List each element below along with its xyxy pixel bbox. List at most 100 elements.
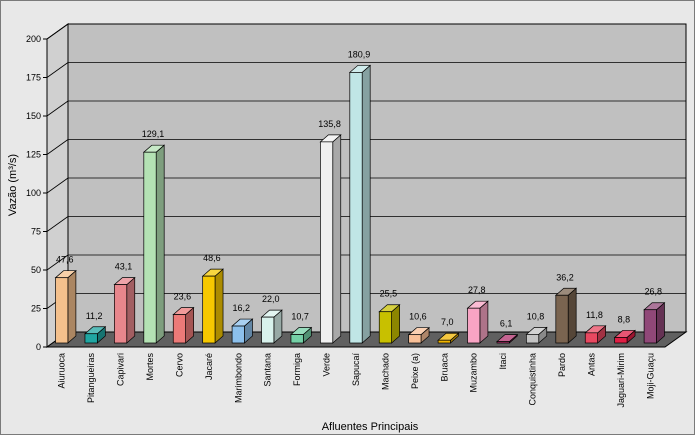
x-tick-label: Itaci <box>498 353 508 370</box>
bar <box>643 301 666 344</box>
x-tick-label: Moji-Guaçu <box>645 353 655 399</box>
bar <box>113 276 136 344</box>
data-label: 27,8 <box>468 285 486 295</box>
bar-front <box>526 334 540 344</box>
bar-side <box>67 269 77 344</box>
bar-side <box>214 268 224 344</box>
bars <box>54 64 666 344</box>
x-tick-label: Marimbondo <box>233 353 243 403</box>
data-label: 23,6 <box>174 292 192 302</box>
y-tick-label: 0 <box>36 342 41 352</box>
bar-front <box>261 316 275 344</box>
bar-side <box>361 64 371 344</box>
bar <box>231 318 254 344</box>
bar <box>496 333 519 344</box>
bar-front <box>84 333 98 344</box>
y-tick-label: 125 <box>26 150 41 160</box>
bar <box>142 144 166 344</box>
bar-front <box>614 337 628 344</box>
gridline-side <box>46 139 69 155</box>
x-tick-label: Mortes <box>145 353 155 381</box>
bar <box>84 325 107 344</box>
bar <box>290 326 313 344</box>
x-axis-title: Afluentes Principais <box>322 421 419 433</box>
data-label: 43,1 <box>115 262 133 272</box>
bar-front <box>290 334 304 344</box>
data-label: 129,1 <box>142 129 165 139</box>
x-tick-label: Formiga <box>292 353 302 386</box>
data-label: 8,8 <box>618 314 631 324</box>
x-tick-label: Machado <box>380 353 390 390</box>
bar <box>466 300 489 344</box>
x-tick-label: Pitangueiras <box>86 353 96 404</box>
x-tick-label: Cervo <box>174 353 184 377</box>
bar-front <box>467 307 481 344</box>
x-tick-label: Capivari <box>116 353 126 386</box>
x-tick-label: Aiuruoca <box>57 353 67 389</box>
gridline-side <box>46 254 69 271</box>
x-tick-label: Muzambo <box>469 353 479 393</box>
data-label: 10,7 <box>291 312 309 322</box>
bar <box>172 306 195 344</box>
data-label: 11,2 <box>86 311 103 321</box>
bar-side <box>126 276 136 344</box>
bar-front <box>143 151 157 344</box>
bar-front <box>349 72 363 344</box>
bar-front <box>172 314 186 344</box>
data-label: 25,5 <box>380 289 398 299</box>
data-label: 7,0 <box>441 317 454 327</box>
data-label: 16,2 <box>233 303 251 313</box>
gridline-side <box>46 23 69 40</box>
bar <box>584 325 607 344</box>
y-tick-label: 25 <box>31 304 41 314</box>
bar <box>437 332 460 344</box>
gridline-side <box>46 216 69 232</box>
data-label: 6,1 <box>500 319 513 329</box>
data-label: 135,8 <box>318 119 341 129</box>
data-label: 47,6 <box>56 255 74 265</box>
x-tick-label: Sapucaí <box>351 353 361 387</box>
x-tick-label: Conquistinha <box>528 353 538 406</box>
x-tick-label: Verde <box>322 353 332 377</box>
x-tick-label: Jacaré <box>204 353 214 380</box>
bar-front <box>496 341 510 344</box>
y-tick-label: 175 <box>26 73 41 83</box>
y-tick-label: 100 <box>26 188 41 198</box>
bar <box>407 326 430 344</box>
bar-front <box>114 284 128 344</box>
x-tick-label: Pardo <box>557 353 567 377</box>
bar-front <box>378 311 392 344</box>
data-label: 48,6 <box>203 253 221 263</box>
bar <box>54 269 77 344</box>
bar <box>260 309 283 344</box>
bar <box>378 303 401 344</box>
bar-front <box>320 141 334 344</box>
data-label: 36,2 <box>556 272 574 282</box>
x-tick-label: Jaguari-Mirim <box>616 353 626 408</box>
gridline-side <box>46 177 69 194</box>
bar <box>554 287 578 344</box>
bar-front <box>202 275 216 344</box>
y-tick-label: 200 <box>26 34 41 44</box>
y-tick-label: 150 <box>26 111 41 121</box>
bar <box>319 134 342 344</box>
bar <box>348 64 372 344</box>
bar-front <box>408 334 422 344</box>
gridline-side <box>46 62 69 78</box>
bar-front <box>584 332 598 344</box>
data-label: 10,8 <box>527 311 545 321</box>
bar-front <box>55 277 69 344</box>
labels: 47,6 Aiuruoca 11,2 Pitangueiras 43,1 Capivari… <box>56 49 662 407</box>
bar-side <box>155 144 165 344</box>
x-tick-label: Antas <box>586 353 596 377</box>
bar-side <box>567 287 577 344</box>
x-tick-label: Bruaca <box>439 353 449 382</box>
gridline-side <box>46 100 69 117</box>
data-label: 180,9 <box>348 49 371 59</box>
data-label: 10,6 <box>409 312 427 322</box>
bar <box>201 268 224 344</box>
bar-front <box>555 294 569 344</box>
x-tick-label: Peixe (a) <box>410 353 420 389</box>
